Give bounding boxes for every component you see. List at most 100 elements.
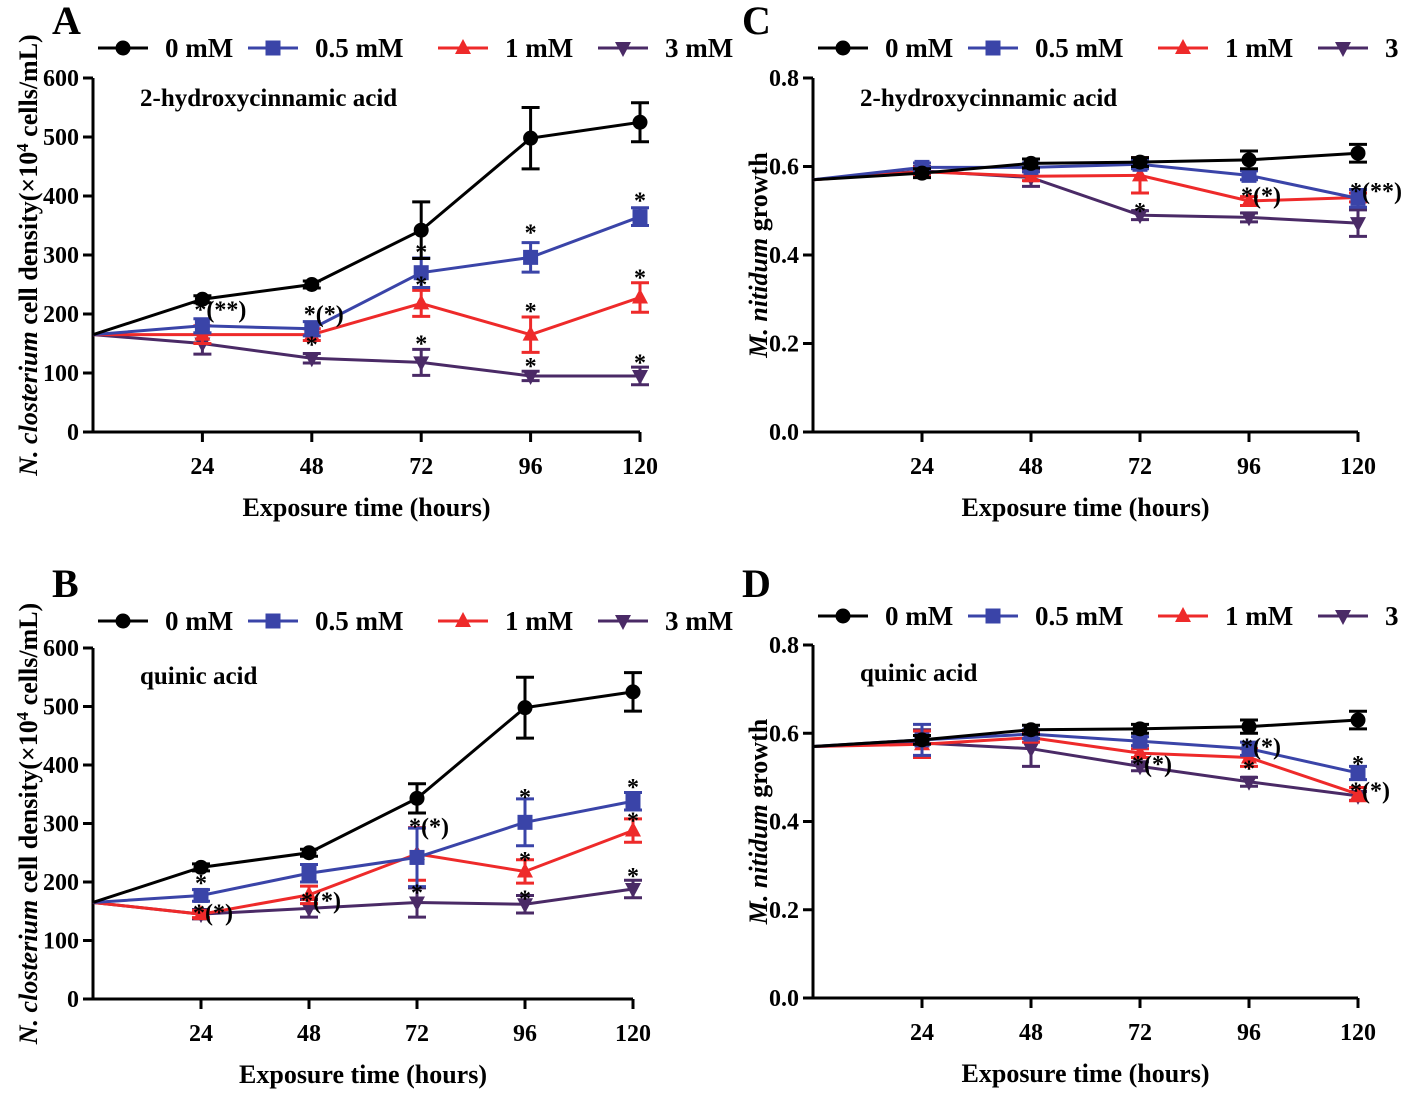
panel-c: C 0 mM 0.5 mM 1 mM 3 mM 0.0 0.2 0.4 0.6 0.8 24 48 72… — [742, 0, 1405, 522]
x-tick-label: 120 — [615, 1021, 651, 1047]
data-point — [303, 352, 320, 368]
data-point — [301, 845, 317, 861]
significance-mark: *(**) — [1350, 179, 1402, 205]
data-point — [1023, 742, 1039, 758]
data-point — [632, 209, 648, 225]
legend-marker — [1335, 610, 1351, 625]
x-axis-title: Exposure time (hours) — [239, 1060, 487, 1089]
y-axis-title-text: growth — [744, 718, 773, 804]
data-point — [193, 887, 209, 903]
x-tick-label: 96 — [1237, 454, 1261, 480]
legend-label: 1 mM — [505, 606, 573, 636]
data-point — [1132, 744, 1148, 760]
legend-marker — [1335, 42, 1351, 57]
legend: 0 mM 0.5 mM 1 mM 3 mM — [98, 33, 733, 63]
data-point — [914, 732, 930, 748]
x-tick-label: 48 — [1019, 1020, 1043, 1046]
series-line — [92, 799, 634, 904]
series-line — [92, 120, 641, 337]
x-tick-label: 96 — [1237, 1020, 1261, 1046]
data-point — [1241, 775, 1257, 791]
series-line — [93, 296, 641, 337]
legend: 0 mM 0.5 mM 1 mM 3 mM — [818, 601, 1405, 631]
significance-mark: * — [525, 299, 537, 325]
x-tick-label: 96 — [519, 454, 543, 480]
y-axis-title-text: cell density(×10 — [14, 152, 43, 331]
legend-item: 0 mM — [818, 33, 953, 63]
y-tick-label: 0.2 — [769, 332, 799, 358]
panel-b: B 0 mM 0.5 mM 1 mM 3 mM 0 100 200 300 400 500 600 24… — [13, 561, 734, 1089]
series-line — [92, 215, 641, 337]
significance-mark: * — [634, 189, 646, 215]
x-tick-label: 24 — [910, 454, 934, 480]
data-point — [517, 898, 533, 914]
x-tick-label: 120 — [1340, 1020, 1376, 1046]
significance-mark: * — [519, 886, 531, 912]
y-tick-label: 0.4 — [769, 810, 799, 836]
significance-mark: * — [415, 240, 427, 266]
data-point — [1241, 152, 1257, 168]
panel-letter: C — [742, 0, 771, 43]
series-0-mM — [812, 709, 1367, 748]
significance-mark: *(*) — [409, 814, 449, 840]
series-0-5-mM — [812, 722, 1367, 782]
legend-label: 0 mM — [885, 601, 953, 631]
series-line — [92, 829, 634, 916]
data-point — [1132, 733, 1148, 749]
data-point — [409, 849, 425, 865]
x-tick-label: 72 — [1128, 454, 1152, 480]
data-point — [625, 821, 641, 837]
series-3-mM — [92, 331, 649, 387]
series-line — [812, 151, 1359, 182]
x-axis-title: Exposure time (hours) — [962, 493, 1210, 522]
significance-mark: * — [411, 881, 423, 907]
legend-item: 1 mM — [1158, 33, 1293, 63]
significance-mark: *(**) — [194, 297, 246, 323]
data-point — [413, 222, 429, 238]
data-point — [523, 249, 539, 265]
legend-marker — [455, 612, 471, 627]
data-point — [1132, 154, 1148, 170]
data-point — [632, 369, 648, 385]
data-point — [413, 356, 430, 372]
y-tick-label: 0 — [67, 987, 79, 1013]
series-line — [812, 718, 1359, 748]
data-point — [413, 265, 429, 281]
data-point — [625, 883, 641, 899]
panel-letter: D — [742, 561, 771, 606]
legend-marker — [615, 615, 631, 630]
significance-mark: * — [627, 809, 639, 835]
data-point — [522, 325, 539, 341]
legend-label: 0.5 mM — [1035, 601, 1123, 631]
legend-item: 1 mM — [1158, 601, 1293, 631]
y-tick-label: 500 — [43, 695, 79, 721]
compound-annotation: quinic acid — [860, 660, 977, 687]
significance-mark: *(*) — [304, 302, 344, 328]
legend-label: 3 mM — [1385, 33, 1405, 63]
legend-label: 0.5 mM — [1035, 33, 1123, 63]
data-point — [1023, 722, 1039, 738]
data-point — [1350, 785, 1366, 801]
x-axis-title: Exposure time (hours) — [243, 493, 491, 522]
series-0-mM — [812, 142, 1367, 182]
legend-label: 1 mM — [1225, 33, 1293, 63]
significance-mark: * — [519, 848, 531, 874]
data-point — [625, 793, 641, 809]
y-axis-title-species: M. nitidum — [744, 238, 773, 359]
x-tick-label: 120 — [1340, 454, 1376, 480]
data-point — [304, 321, 320, 337]
y-axis-title-species: M. nitidum — [744, 804, 773, 925]
legend-item: 1 mM — [438, 606, 573, 636]
data-point — [625, 684, 641, 700]
legend-marker — [265, 613, 281, 629]
data-point — [523, 130, 539, 146]
data-point — [517, 700, 533, 716]
legend-marker — [985, 40, 1001, 56]
data-point — [517, 814, 533, 830]
compound-annotation: 2-hydroxycinnamic acid — [140, 85, 397, 112]
x-tick-label: 24 — [190, 454, 214, 480]
data-point — [1241, 192, 1257, 208]
y-tick-label: 600 — [43, 636, 79, 662]
significance-mark: * — [627, 775, 639, 801]
